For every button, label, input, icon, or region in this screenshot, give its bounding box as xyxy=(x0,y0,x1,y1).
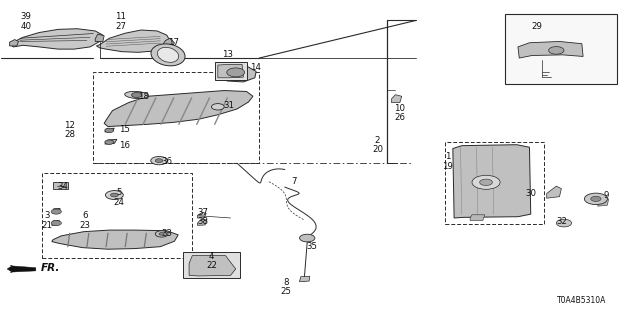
Text: FR.: FR. xyxy=(40,263,60,273)
Text: 35: 35 xyxy=(306,242,317,251)
Text: 4
22: 4 22 xyxy=(206,252,217,270)
Polygon shape xyxy=(470,215,484,220)
Text: 8
25: 8 25 xyxy=(281,278,292,296)
Circle shape xyxy=(51,209,61,214)
Text: 1
19: 1 19 xyxy=(442,152,453,171)
Circle shape xyxy=(51,220,61,226)
Polygon shape xyxy=(518,42,583,58)
Polygon shape xyxy=(392,95,402,103)
Text: 6
23: 6 23 xyxy=(79,212,90,230)
Circle shape xyxy=(591,196,601,201)
Polygon shape xyxy=(453,145,531,218)
Polygon shape xyxy=(598,197,609,206)
Text: 32: 32 xyxy=(556,217,567,226)
Polygon shape xyxy=(182,252,240,278)
Text: 16: 16 xyxy=(119,141,130,150)
Circle shape xyxy=(472,175,500,189)
Circle shape xyxy=(584,193,607,204)
Ellipse shape xyxy=(151,44,185,66)
Text: 30: 30 xyxy=(525,189,536,198)
Ellipse shape xyxy=(125,92,148,99)
Circle shape xyxy=(156,159,163,163)
Text: 5
24: 5 24 xyxy=(113,188,124,207)
Text: 10
26: 10 26 xyxy=(394,104,405,122)
Text: T0A4B5310A: T0A4B5310A xyxy=(557,296,607,305)
Polygon shape xyxy=(505,14,617,84)
Text: 29: 29 xyxy=(532,22,543,31)
Polygon shape xyxy=(163,38,174,51)
Text: 14: 14 xyxy=(250,63,260,72)
Circle shape xyxy=(227,68,244,77)
Polygon shape xyxy=(214,62,246,80)
Circle shape xyxy=(556,219,572,227)
Polygon shape xyxy=(53,182,68,189)
Text: 37
38: 37 38 xyxy=(198,208,209,226)
Polygon shape xyxy=(105,139,117,144)
Polygon shape xyxy=(216,64,256,82)
Circle shape xyxy=(159,233,164,235)
Polygon shape xyxy=(104,91,253,126)
Text: 17: 17 xyxy=(168,38,179,47)
Circle shape xyxy=(106,191,124,199)
Text: 3
21: 3 21 xyxy=(41,212,52,230)
Polygon shape xyxy=(52,220,60,225)
Circle shape xyxy=(548,47,564,54)
Circle shape xyxy=(151,156,168,165)
Polygon shape xyxy=(52,230,178,249)
Text: 11
27: 11 27 xyxy=(115,12,126,31)
Polygon shape xyxy=(7,266,36,272)
Text: 18: 18 xyxy=(138,92,149,101)
Text: 12
28: 12 28 xyxy=(64,121,75,139)
Text: 7: 7 xyxy=(292,177,297,186)
Circle shape xyxy=(479,179,492,186)
Text: 34: 34 xyxy=(58,182,68,191)
Text: 36: 36 xyxy=(162,157,173,166)
Text: 13: 13 xyxy=(222,50,233,59)
Circle shape xyxy=(111,193,118,197)
Text: 33: 33 xyxy=(161,229,172,238)
Text: 31: 31 xyxy=(223,101,234,110)
Polygon shape xyxy=(10,40,19,46)
Text: 15: 15 xyxy=(119,125,130,134)
Polygon shape xyxy=(197,212,206,218)
Polygon shape xyxy=(105,128,115,132)
Text: 2
20: 2 20 xyxy=(372,136,383,154)
Polygon shape xyxy=(97,30,170,52)
Circle shape xyxy=(105,128,114,132)
Circle shape xyxy=(132,92,142,98)
Polygon shape xyxy=(189,256,236,276)
Circle shape xyxy=(156,231,168,237)
Polygon shape xyxy=(197,219,207,225)
Polygon shape xyxy=(53,208,60,213)
Circle shape xyxy=(211,104,224,110)
Polygon shape xyxy=(218,64,243,78)
Polygon shape xyxy=(300,276,310,282)
Polygon shape xyxy=(95,34,104,42)
Ellipse shape xyxy=(157,47,179,62)
Text: 9: 9 xyxy=(604,190,609,200)
Text: 39
40: 39 40 xyxy=(20,12,32,31)
Polygon shape xyxy=(10,29,103,49)
Circle shape xyxy=(300,234,315,242)
Circle shape xyxy=(105,140,114,144)
Polygon shape xyxy=(547,186,561,198)
